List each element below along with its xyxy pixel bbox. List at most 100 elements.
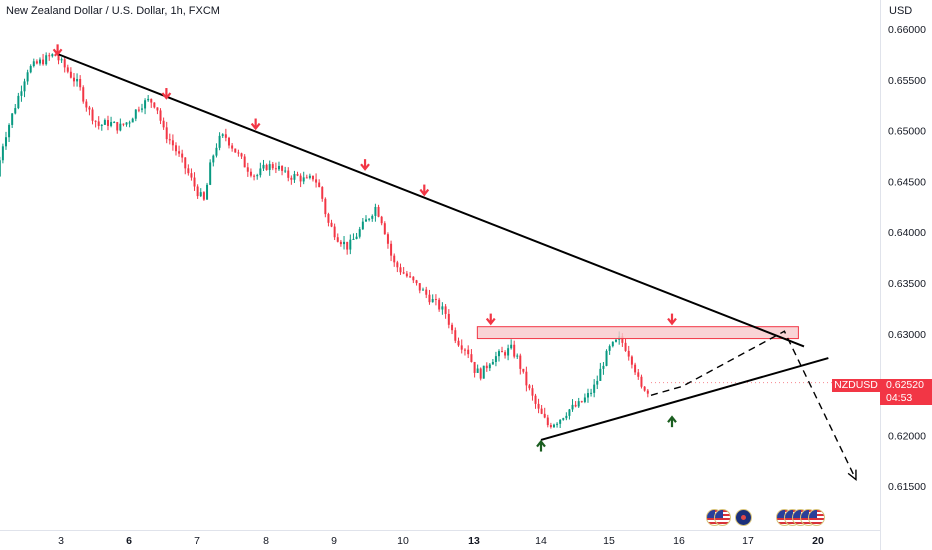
candle-body bbox=[463, 349, 466, 351]
nz-flag-icon[interactable] bbox=[735, 509, 752, 526]
price-axis-labels: 0.66000 0.65500 0.65000 0.64500 0.64000 0.635… bbox=[888, 24, 926, 493]
candle-body bbox=[119, 123, 122, 131]
candle-body bbox=[26, 72, 29, 82]
candle-body bbox=[497, 351, 500, 357]
candle-body bbox=[85, 101, 88, 108]
candle-body bbox=[599, 368, 602, 381]
projection-arrowhead bbox=[847, 469, 857, 482]
candle-body bbox=[100, 124, 103, 126]
candle-body bbox=[113, 122, 116, 124]
candle-body bbox=[277, 165, 280, 170]
down-arrow-marker-head bbox=[250, 122, 261, 131]
candle-body bbox=[428, 294, 431, 303]
candle-body bbox=[57, 56, 60, 61]
candle-body bbox=[178, 151, 181, 154]
candle-body bbox=[82, 87, 85, 102]
time-tick-label: 15 bbox=[603, 535, 615, 547]
candle-body bbox=[415, 280, 418, 284]
candle-body bbox=[621, 336, 624, 343]
time-tick-label: 7 bbox=[194, 535, 200, 547]
candle-body bbox=[315, 179, 318, 183]
candle-body bbox=[355, 236, 358, 239]
candle-body bbox=[193, 177, 196, 187]
price-tick-label: 0.64000 bbox=[888, 227, 926, 239]
candle-body bbox=[593, 384, 596, 393]
candle-body bbox=[615, 339, 617, 342]
trendlines-layer bbox=[57, 53, 829, 441]
candle-body bbox=[38, 59, 41, 64]
candle-body bbox=[51, 54, 54, 57]
candle-body bbox=[537, 403, 540, 409]
candle-body bbox=[451, 324, 454, 331]
candle-body bbox=[116, 122, 119, 131]
candle-body bbox=[284, 170, 287, 172]
candle-body bbox=[60, 59, 63, 61]
candle-body bbox=[128, 122, 131, 124]
us-flag-icon[interactable] bbox=[714, 509, 731, 526]
candles-layer bbox=[0, 51, 880, 429]
candle-body bbox=[274, 168, 277, 170]
candle-body bbox=[324, 198, 327, 215]
candle-body bbox=[470, 354, 473, 362]
candle-body bbox=[510, 344, 513, 349]
candle-body bbox=[590, 392, 593, 394]
candle-body bbox=[103, 120, 106, 125]
candle-body bbox=[528, 385, 531, 389]
candle-body bbox=[402, 272, 405, 274]
candle-body bbox=[371, 215, 374, 219]
price-tick-label: 0.66000 bbox=[888, 24, 926, 36]
candle-body bbox=[422, 289, 425, 291]
candle-body bbox=[504, 352, 507, 356]
markers-layer bbox=[52, 44, 677, 452]
us-flag-icon[interactable] bbox=[808, 509, 825, 526]
price-tick-label: 0.65000 bbox=[888, 126, 926, 138]
candle-body bbox=[32, 61, 35, 67]
candle-body bbox=[546, 417, 549, 426]
candle-body bbox=[110, 122, 113, 126]
candle-body bbox=[79, 78, 82, 88]
last-price-tag: 0.62520 04:53 bbox=[880, 379, 932, 405]
candle-body bbox=[571, 404, 574, 410]
candle-body bbox=[271, 164, 274, 169]
candle-body bbox=[374, 206, 377, 216]
candle-body bbox=[181, 153, 184, 158]
candle-body bbox=[441, 306, 444, 310]
candle-body bbox=[352, 238, 355, 240]
candle-body bbox=[221, 134, 224, 136]
candle-body bbox=[627, 350, 630, 357]
candle-body bbox=[122, 123, 125, 125]
time-tick-label: 8 bbox=[263, 535, 269, 547]
candle-body bbox=[159, 110, 162, 121]
candle-body bbox=[54, 54, 57, 57]
down-arrow-marker-head bbox=[419, 188, 430, 197]
candle-body bbox=[202, 192, 205, 200]
candle-body bbox=[549, 425, 552, 428]
candle-body bbox=[8, 124, 11, 138]
price-tick-label: 0.65500 bbox=[888, 75, 926, 87]
candle-body bbox=[318, 182, 321, 188]
candle-body bbox=[494, 356, 497, 363]
candle-body bbox=[396, 262, 399, 268]
candle-body bbox=[556, 423, 559, 425]
candle-body bbox=[358, 229, 361, 237]
price-tick-label: 0.63000 bbox=[888, 329, 926, 341]
candle-body bbox=[646, 390, 649, 394]
candle-body bbox=[11, 113, 14, 125]
candle-body bbox=[583, 397, 586, 402]
candle-body bbox=[35, 61, 38, 64]
candle-body bbox=[552, 424, 555, 428]
projection-path bbox=[650, 330, 857, 480]
candle-body bbox=[488, 364, 491, 369]
candle-body bbox=[568, 409, 571, 416]
candle-body bbox=[643, 386, 646, 391]
time-tick-label: 20 bbox=[812, 535, 824, 547]
candle-body bbox=[256, 175, 259, 177]
candle-body bbox=[377, 206, 380, 217]
candle-body bbox=[187, 168, 190, 174]
candle-body bbox=[131, 118, 134, 123]
time-tick-label: 3 bbox=[58, 535, 64, 547]
candle-body bbox=[246, 167, 249, 172]
candle-body bbox=[640, 376, 643, 387]
candle-body bbox=[321, 187, 324, 199]
